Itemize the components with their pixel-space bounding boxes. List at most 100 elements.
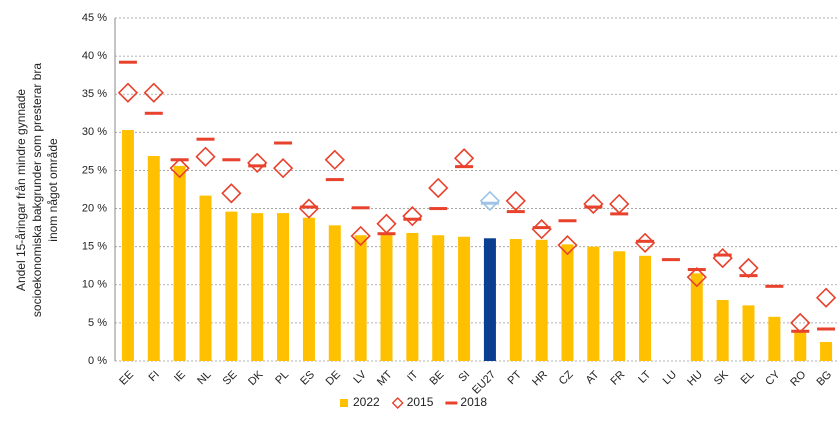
marker-2018: [765, 284, 784, 288]
marker-2018: [429, 207, 448, 211]
x-tick-label: DK: [246, 368, 266, 388]
x-tick-label: PT: [506, 368, 525, 387]
marker-2015: [583, 193, 604, 215]
x-tick-label: NL: [195, 369, 213, 387]
bar: [483, 238, 496, 361]
bar: [147, 155, 160, 361]
marker-2018: [532, 226, 551, 230]
marker-2015: [143, 82, 164, 103]
marker-2015: [350, 225, 371, 247]
marker-2015: [609, 193, 630, 215]
bar: [561, 244, 574, 361]
bar: [199, 195, 212, 361]
x-tick-label: HU: [685, 369, 705, 389]
x-tick-label: MT: [375, 368, 395, 388]
x-tick-label: RO: [788, 368, 808, 388]
marker-2015: [195, 146, 216, 167]
x-tick-label: FR: [609, 369, 628, 388]
marker-2015: [479, 190, 501, 212]
legend-label: 2015: [407, 395, 434, 409]
marker-2018: [299, 205, 318, 209]
marker-2018: [506, 210, 525, 214]
marker-2015: [712, 247, 733, 269]
marker-2015: [247, 152, 268, 173]
marker-2015: [505, 190, 526, 212]
marker-2015: [324, 149, 345, 170]
marker-2018: [351, 206, 370, 210]
marker-2018: [687, 268, 706, 272]
y-label-line: inom något område: [46, 138, 60, 242]
y-tick-label: 30 %: [82, 126, 107, 138]
marker-2015: [738, 257, 759, 279]
marker-2018: [739, 274, 758, 278]
x-tick-label: LU: [661, 369, 679, 387]
x-tick-label: DE: [324, 369, 343, 388]
marker-2015: [402, 206, 423, 227]
x-tick-label: EU27: [470, 369, 498, 397]
bar: [354, 235, 367, 361]
bar: [716, 300, 729, 361]
x-tick-label: LV: [351, 368, 369, 386]
x-tick-label: IT: [405, 368, 421, 384]
bar: [509, 239, 522, 361]
x-tick-label: SK: [712, 368, 731, 387]
bar: [639, 255, 652, 361]
marker-2018: [817, 327, 836, 331]
marker-2015: [790, 312, 811, 334]
x-tick-label: BG: [815, 369, 835, 389]
marker-2018: [636, 239, 655, 243]
x-tick-label: EE: [117, 369, 136, 388]
y-tick-label: 35 %: [82, 88, 107, 100]
marker-2015: [272, 158, 294, 179]
bar: [328, 225, 341, 361]
marker-2015: [169, 158, 190, 179]
marker-2018: [118, 60, 137, 64]
x-tick-label: LT: [636, 369, 653, 386]
y-tick-label: 25 %: [82, 164, 107, 176]
bar: [613, 251, 626, 361]
marker-2018: [403, 217, 422, 221]
bar: [121, 130, 134, 361]
marker-2015: [117, 82, 139, 103]
marker-2018: [584, 205, 603, 209]
marker-2015: [531, 219, 552, 240]
x-tick-label: SE: [221, 369, 240, 388]
x-tick-label: CY: [763, 368, 783, 388]
bar: [225, 211, 238, 361]
marker-2018: [480, 201, 499, 205]
y-tick-label: 5 %: [88, 317, 107, 329]
marker-2015: [376, 213, 397, 234]
bar: [794, 330, 807, 361]
marker-2018: [558, 219, 577, 223]
legend-swatch: [391, 397, 404, 409]
marker-2018: [274, 141, 293, 145]
marker-2018: [661, 258, 680, 262]
marker-2015: [428, 177, 449, 199]
marker-2018: [713, 253, 732, 257]
marker-2015: [221, 183, 242, 204]
y-tick-label: 40 %: [82, 50, 107, 62]
bar: [742, 305, 755, 361]
x-tick-label: SI: [456, 369, 472, 385]
bar: [690, 273, 703, 361]
legend-swatch: [340, 399, 348, 407]
x-tick-label: ES: [298, 369, 317, 388]
bar: [277, 213, 290, 361]
legend-label: 2018: [460, 395, 487, 409]
x-tick-label: HR: [530, 369, 550, 389]
marker-2018: [144, 111, 163, 115]
bar: [432, 235, 445, 361]
marker-2015: [634, 232, 656, 253]
legend-label: 2022: [353, 395, 380, 409]
marker-2018: [248, 164, 267, 168]
y-tick-label: 45 %: [82, 12, 107, 24]
bar: [587, 246, 600, 361]
marker-2015: [815, 287, 837, 308]
legend: 2022 2015 2018: [340, 395, 487, 409]
legend-swatch: [445, 401, 458, 405]
x-tick-label: PL: [273, 369, 291, 387]
marker-2018: [325, 178, 344, 182]
x-tick-label: EL: [739, 369, 757, 387]
marker-2018: [196, 137, 215, 141]
